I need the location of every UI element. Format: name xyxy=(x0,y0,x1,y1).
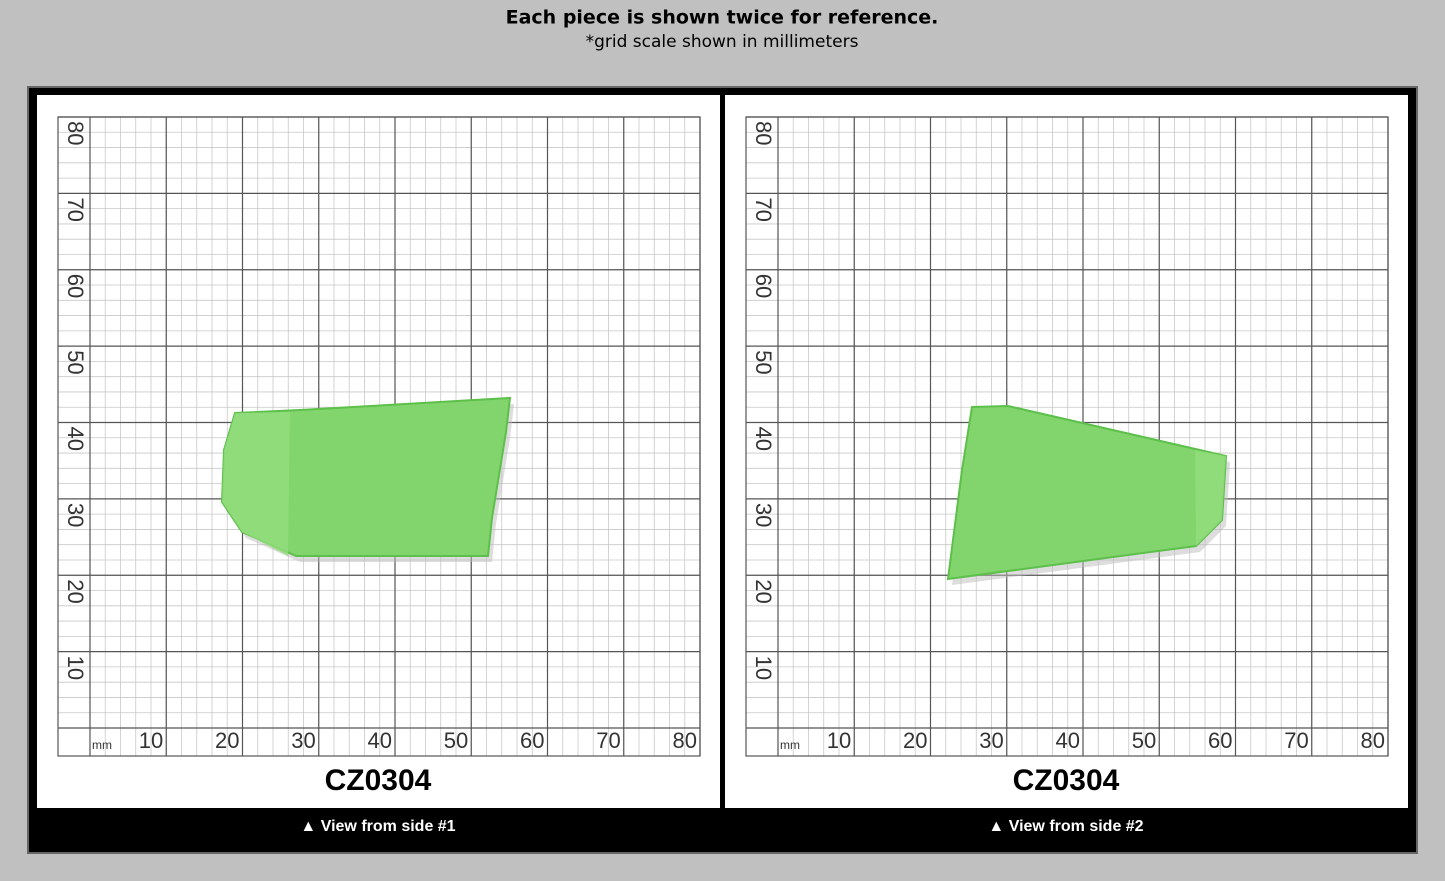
piece-id: CZ0304 xyxy=(1013,764,1120,797)
grid-border xyxy=(745,116,1389,757)
y-label: 20 xyxy=(751,579,776,603)
x-label: 30 xyxy=(979,728,1003,753)
y-label: 80 xyxy=(751,121,776,145)
y-label: 40 xyxy=(751,427,776,451)
x-label: 50 xyxy=(1132,728,1156,753)
y-label: 70 xyxy=(751,197,776,221)
y-label: 30 xyxy=(751,503,776,527)
x-label: 70 xyxy=(596,728,620,753)
subtitle: *grid scale shown in millimeters xyxy=(586,32,859,52)
x-label: 40 xyxy=(368,728,392,753)
piece-id: CZ0304 xyxy=(325,764,432,797)
y-label: 10 xyxy=(63,656,88,680)
y-label: 10 xyxy=(751,656,776,680)
x-label: 80 xyxy=(673,728,697,753)
x-label: 30 xyxy=(291,728,315,753)
gem-facet xyxy=(222,412,290,556)
y-label: 60 xyxy=(63,274,88,298)
x-label: 20 xyxy=(215,728,239,753)
grid-border xyxy=(57,116,701,757)
x-label: 70 xyxy=(1284,728,1308,753)
title: Each piece is shown twice for reference. xyxy=(506,7,939,29)
caption: ▲ View from side #2 xyxy=(988,818,1143,835)
y-label: 20 xyxy=(63,579,88,603)
x-label: 20 xyxy=(903,728,927,753)
y-label: 50 xyxy=(63,350,88,374)
panels: mm 10 20 30 40 50 60 70 80 10 20 30 40 50 60 70 80 CZ0304… xyxy=(57,116,1389,835)
y-label: 70 xyxy=(63,197,88,221)
x-label: 80 xyxy=(1361,728,1385,753)
unit-label: mm xyxy=(780,738,800,752)
gem-facet xyxy=(1195,450,1226,546)
grid: mm 10 20 30 40 50 60 70 80 10 20 30 40 50 60 70 80 xyxy=(57,116,701,757)
y-label: 80 xyxy=(63,121,88,145)
x-label: 10 xyxy=(139,728,163,753)
y-label: 40 xyxy=(63,427,88,451)
y-label: 50 xyxy=(751,350,776,374)
x-label: 50 xyxy=(444,728,468,753)
unit-label: mm xyxy=(92,738,112,752)
y-label: 30 xyxy=(63,503,88,527)
x-label: 60 xyxy=(520,728,544,753)
x-label: 40 xyxy=(1056,728,1080,753)
x-label: 10 xyxy=(827,728,851,753)
x-label: 60 xyxy=(1208,728,1232,753)
caption: ▲ View from side #1 xyxy=(300,818,455,835)
y-label: 60 xyxy=(751,274,776,298)
